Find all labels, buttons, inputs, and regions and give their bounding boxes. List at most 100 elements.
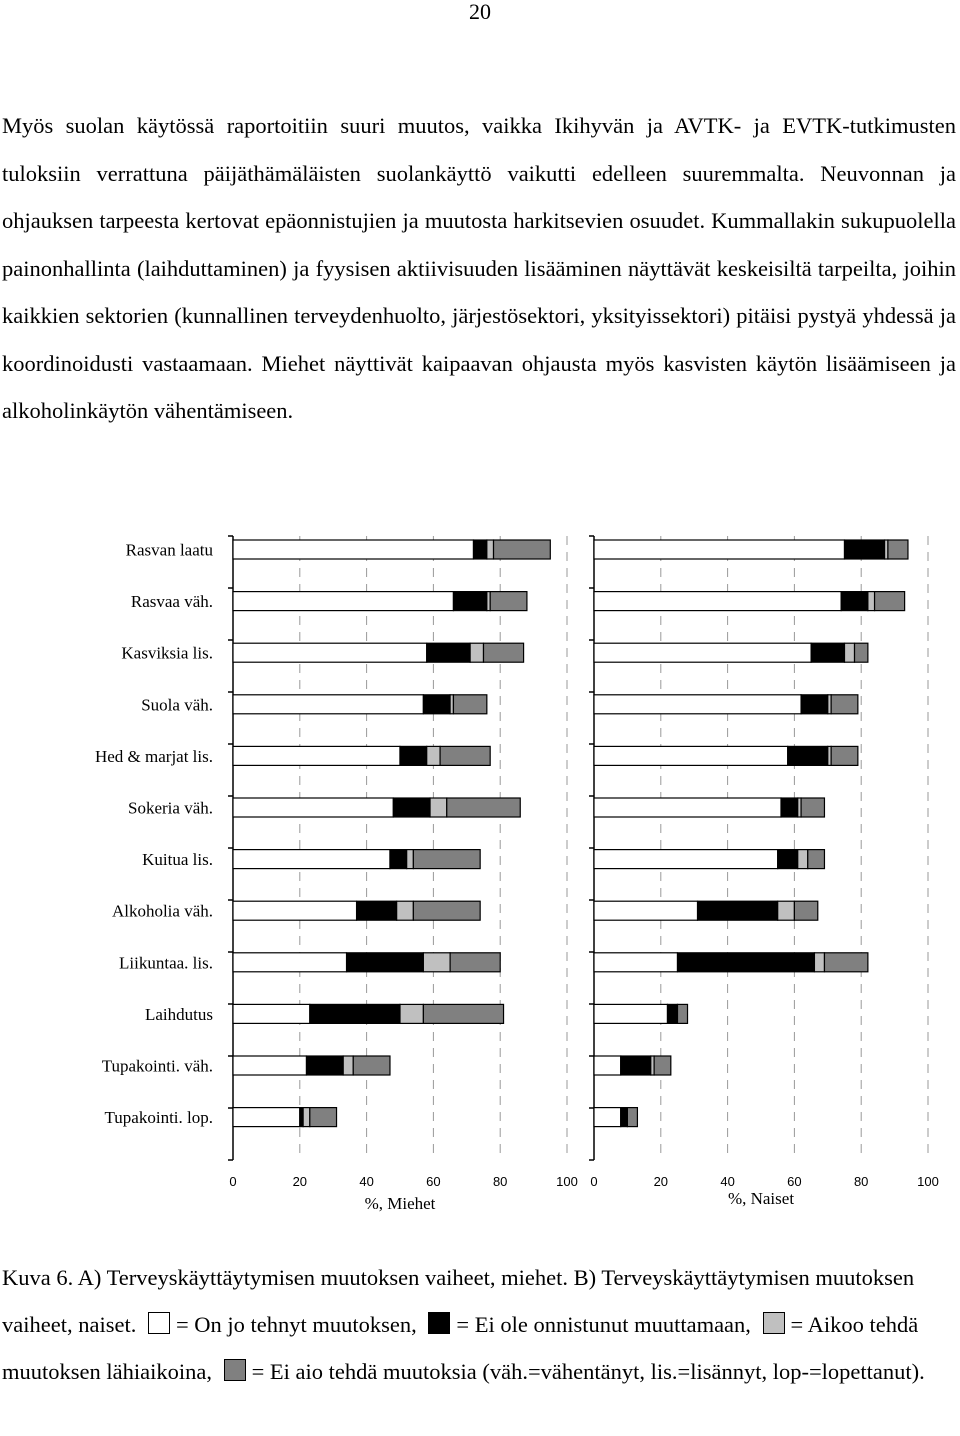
- bar-segment: [232, 539, 475, 560]
- bar-segment: [696, 900, 779, 921]
- bar-segment: [305, 1055, 344, 1076]
- bar-segment: [843, 539, 886, 560]
- category-label: Liikuntaa. lis.: [119, 953, 213, 972]
- bar-segment: [309, 1003, 401, 1024]
- legend-label-failed: = Ei ole onnistunut muuttamaan,: [456, 1312, 751, 1337]
- category-label: Alkoholia väh.: [112, 902, 213, 921]
- bar-segment: [412, 849, 481, 870]
- x-tick-label: 0: [229, 1174, 236, 1189]
- x-tick-label: 80: [493, 1174, 507, 1189]
- bar-segment: [449, 952, 501, 973]
- bar-segment: [232, 694, 424, 715]
- x-tick-label: 20: [293, 1174, 307, 1189]
- bar-segment: [593, 1055, 622, 1076]
- bar-segment: [867, 590, 876, 612]
- bar-segment: [873, 590, 906, 612]
- bar-segment: [676, 1003, 689, 1024]
- figure-caption: Kuva 6. A) Terveyskäyttäytymisen muutoks…: [2, 1254, 956, 1395]
- category-label: Laihdutus: [145, 1005, 213, 1024]
- bar-segment: [389, 849, 408, 870]
- bar-segment: [446, 797, 521, 818]
- bar-segment: [469, 642, 485, 663]
- bar-segment: [853, 642, 869, 663]
- bar-segment: [777, 900, 796, 921]
- bar-segment: [309, 1106, 338, 1128]
- x-tick-label: 40: [359, 1174, 373, 1189]
- bar-segment: [232, 952, 348, 973]
- bar-segment: [412, 900, 481, 921]
- bar-segment: [593, 745, 789, 766]
- bar-segment: [810, 642, 846, 663]
- bar-segment: [593, 952, 679, 973]
- bar-segment: [843, 642, 856, 663]
- bar-segment: [232, 590, 455, 612]
- bar-segment: [626, 1106, 639, 1128]
- bar-segment: [780, 797, 799, 818]
- bar-segment: [429, 797, 448, 818]
- category-label: Hed & marjat lis.: [95, 747, 213, 766]
- x-tick-label: 20: [654, 1174, 668, 1189]
- bar-segment: [399, 1003, 424, 1024]
- panel-naiset: 0 20 40 60 80 100 %, Naiset: [589, 535, 939, 1208]
- category-label: Kasviksia lis.: [121, 644, 213, 663]
- bar-segment: [666, 1003, 679, 1024]
- bar-segment: [439, 745, 491, 766]
- bar-segment: [489, 590, 528, 612]
- bar-segment: [422, 1003, 505, 1024]
- bar-segment: [232, 849, 391, 870]
- x-tick-label: 100: [556, 1174, 578, 1189]
- bar-segment: [355, 900, 398, 921]
- body-paragraph: Myös suolan käytössä raportoitiin suuri …: [2, 113, 956, 423]
- bar-segment: [345, 952, 424, 973]
- x-tick-label: 60: [426, 1174, 440, 1189]
- bar-segment: [426, 642, 471, 663]
- bar-segment: [302, 1106, 311, 1128]
- category-label: Kuitua lis.: [142, 850, 213, 869]
- x-tick-label: 0: [590, 1174, 597, 1189]
- bar-segment: [492, 539, 551, 560]
- bar-segment: [232, 745, 401, 766]
- category-label: Rasvaa väh.: [131, 592, 213, 611]
- bar-segment: [777, 849, 799, 870]
- bar-segment: [352, 1055, 391, 1076]
- category-label: Tupakointi. väh.: [102, 1057, 213, 1076]
- legend-swatch-planning: [762, 1312, 785, 1334]
- bar-segment: [593, 1106, 622, 1128]
- bar-segment: [593, 849, 779, 870]
- bar-segment: [830, 694, 859, 715]
- panel-miehet: 0 20 40 60 80 100 %, Miehet: [228, 535, 578, 1213]
- bar-segment: [797, 849, 809, 870]
- bar-segment: [676, 952, 816, 973]
- bar-segment: [807, 849, 826, 870]
- bar-segment: [399, 745, 428, 766]
- bar-segment: [232, 1003, 311, 1024]
- bar-segment: [392, 797, 431, 818]
- bar-segment: [593, 590, 842, 612]
- bar-segment: [593, 797, 782, 818]
- x-tick-label: 40: [720, 1174, 734, 1189]
- caption-text: Kuva 6. A) Terveyskäyttäytymisen muutoks…: [2, 1265, 915, 1337]
- bar-segment: [593, 1003, 669, 1024]
- bar-segment: [232, 642, 428, 663]
- bar-segment: [422, 952, 451, 973]
- x-tick-label: 80: [854, 1174, 868, 1189]
- bar-segment: [232, 797, 394, 818]
- bar-segment: [452, 590, 488, 612]
- bar-segment: [813, 952, 826, 973]
- bar-segment: [342, 1055, 354, 1076]
- bar-segment: [830, 745, 859, 766]
- bar-segment: [793, 900, 819, 921]
- category-label: Sokeria väh.: [128, 799, 213, 818]
- bar-segment: [486, 539, 495, 560]
- bar-segment: [452, 694, 488, 715]
- bar-segment: [787, 745, 829, 766]
- bar-segment: [406, 849, 414, 870]
- bar-segment: [887, 539, 909, 560]
- x-axis-label: %, Naiset: [728, 1189, 794, 1208]
- page-number: 20: [469, 0, 491, 24]
- bar-segment: [232, 1106, 301, 1128]
- category-label: Tupakointi. lop.: [105, 1108, 213, 1127]
- bar-segment: [823, 952, 869, 973]
- x-tick-label: 100: [917, 1174, 939, 1189]
- stacked-bar-chart: Rasvan laatu Rasvaa väh. Kasviksia lis. Suo…: [95, 535, 939, 1213]
